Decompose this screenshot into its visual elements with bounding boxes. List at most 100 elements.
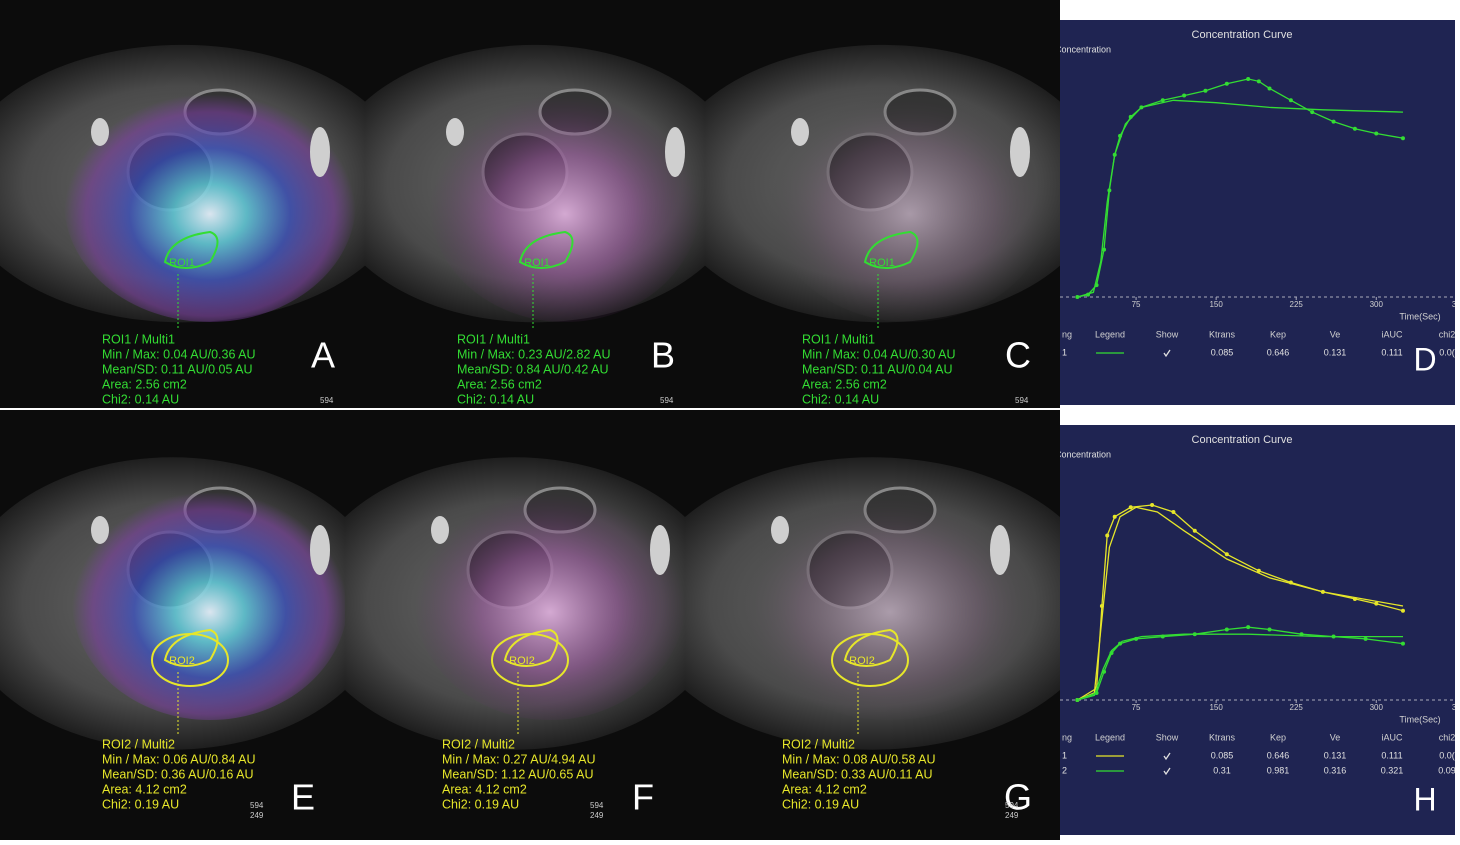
scale-label: 594 <box>320 396 334 405</box>
roi-label: ROI2 <box>509 655 535 667</box>
vessel <box>431 516 449 544</box>
table-header: Ve <box>1330 329 1341 339</box>
y-axis-label: Concentration <box>1055 449 1111 459</box>
perfusion-overlay <box>429 82 701 322</box>
x-tick-label: 37 <box>1452 703 1460 712</box>
scale-label: 594 <box>660 396 674 405</box>
x-axis-label: Time(Sec) <box>1399 714 1440 724</box>
curve-point <box>1150 502 1155 507</box>
x-tick-label: 75 <box>1132 703 1141 712</box>
panel-letter: D <box>1413 341 1436 377</box>
vessel <box>665 127 685 177</box>
curve-point <box>1160 98 1165 103</box>
table-cell: 0.111 <box>1381 347 1402 357</box>
show-check <box>1163 767 1171 776</box>
table-cell: 0.09 <box>1438 765 1456 775</box>
x-tick-label: 300 <box>1370 703 1384 712</box>
table-cell: 0.0( <box>1439 750 1455 760</box>
curve-point <box>1224 552 1229 557</box>
scale-label: 594 <box>590 801 604 810</box>
scale-label: 249 <box>250 811 264 820</box>
curve-point <box>1102 247 1107 252</box>
roi-stat: Chi2: 0.19 AU <box>782 797 859 811</box>
curve <box>1077 78 1404 298</box>
roi-stat: ROI1 / Multi1 <box>102 332 175 346</box>
table-cell: 0.085 <box>1211 347 1234 357</box>
panel-letter: E <box>291 777 315 818</box>
curve-point <box>1299 632 1304 637</box>
table-header: Kep <box>1270 329 1286 339</box>
roi-stat: ROI2 / Multi2 <box>782 737 855 751</box>
table-cell: 0.646 <box>1267 347 1290 357</box>
x-tick-label: 300 <box>1370 300 1384 309</box>
table-header: Ktrans <box>1209 329 1236 339</box>
show-check <box>1163 752 1171 761</box>
roi-stat: ROI1 / Multi1 <box>802 332 875 346</box>
vessel <box>650 525 670 575</box>
table-header: ng <box>1062 329 1072 339</box>
table-header: Legend <box>1095 732 1125 742</box>
curve-point <box>1363 636 1368 641</box>
y-axis-label: Concentration <box>1055 44 1111 54</box>
table-cell: 0.321 <box>1381 765 1404 775</box>
show-check <box>1163 349 1171 358</box>
curve-point <box>1267 627 1272 632</box>
vessel <box>990 525 1010 575</box>
vessel <box>310 525 330 575</box>
vessel <box>1010 127 1030 177</box>
table-header: Legend <box>1095 329 1125 339</box>
curve <box>1077 504 1404 701</box>
vessel <box>446 118 464 146</box>
curve-point <box>1256 568 1261 573</box>
panel-letter: B <box>651 335 675 376</box>
curve-point <box>1128 505 1133 510</box>
vessel <box>91 516 109 544</box>
roi-contour <box>163 230 219 269</box>
scale-label: 594 <box>1015 396 1029 405</box>
roi-stat: Mean/SD: 0.11 AU/0.04 AU <box>802 362 953 376</box>
roi-stat: Area: 4.12 cm2 <box>782 782 867 796</box>
vessel <box>91 118 109 146</box>
curve-point <box>1171 510 1176 514</box>
curve-point <box>1112 514 1117 519</box>
table-cell: 0.131 <box>1324 347 1347 357</box>
table-cell: 0.981 <box>1267 765 1290 775</box>
curve-point <box>1256 79 1261 84</box>
curve-point <box>1224 627 1229 632</box>
scale-label: 249 <box>1005 811 1019 820</box>
curve-point <box>1203 88 1208 93</box>
roi-contour <box>863 230 919 269</box>
roi-stat: Chi2: 0.14 AU <box>102 392 179 406</box>
roi-contour <box>163 628 219 667</box>
vessel <box>791 118 809 146</box>
table-cell: 2 <box>1062 765 1067 775</box>
roi-stat: Mean/SD: 1.12 AU/0.65 AU <box>442 767 593 781</box>
roi-stat: Chi2: 0.14 AU <box>457 392 534 406</box>
perfusion-overlay <box>64 82 356 322</box>
curve-point <box>1182 93 1187 98</box>
roi-label: ROI2 <box>169 655 195 667</box>
roi-stat: Mean/SD: 0.36 AU/0.16 AU <box>102 767 253 781</box>
table-header: Show <box>1156 732 1179 742</box>
curve-point <box>1075 295 1080 299</box>
curve <box>1077 506 1404 701</box>
x-tick-label: 37 <box>1452 300 1460 309</box>
roi-contour-outer <box>831 633 909 687</box>
curve-point <box>1400 641 1405 646</box>
roi-contour-outer <box>151 633 229 687</box>
curve-point <box>1246 625 1251 630</box>
panel-letter: H <box>1413 781 1436 817</box>
curve-point <box>1352 126 1357 131</box>
roi-stat: Chi2: 0.14 AU <box>802 392 879 406</box>
chart-title: Concentration Curve <box>1192 29 1293 41</box>
roi-stat: ROI1 / Multi1 <box>457 332 530 346</box>
roi-stat: Mean/SD: 0.11 AU/0.05 AU <box>102 362 253 376</box>
x-tick-label: 225 <box>1290 300 1304 309</box>
roi-label: ROI1 <box>169 257 195 269</box>
